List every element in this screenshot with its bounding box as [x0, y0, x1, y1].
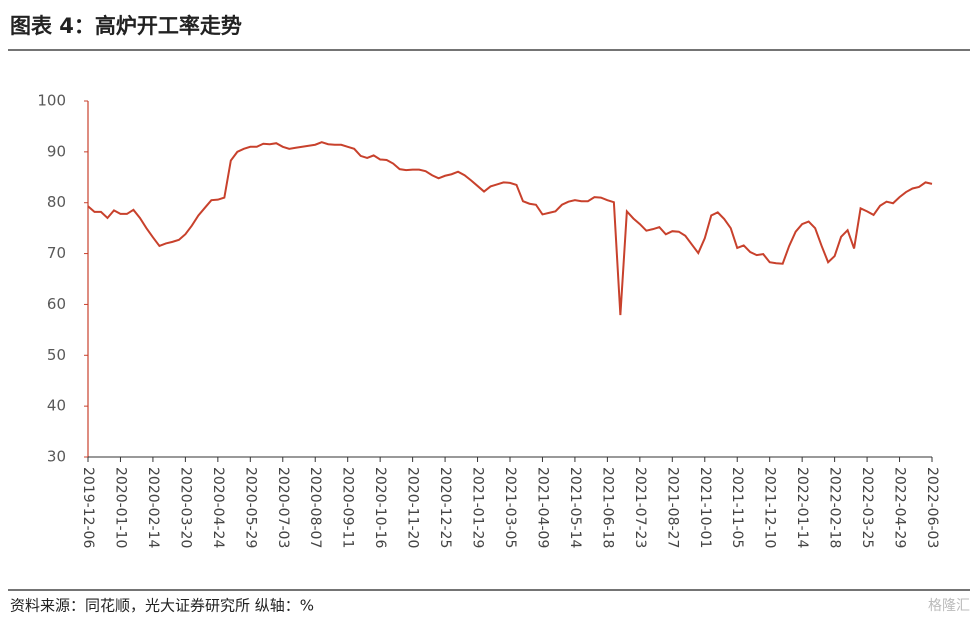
x-tick-label: 2020-02-14	[145, 467, 161, 548]
y-tick-label: 90	[47, 142, 66, 160]
y-tick-label: 60	[47, 295, 66, 313]
x-tick-label: 2020-04-24	[210, 467, 226, 548]
x-tick-label: 2019-12-06	[80, 467, 96, 548]
x-tick-label: 2022-03-25	[859, 467, 875, 548]
x-tick-label: 2020-07-03	[275, 467, 291, 548]
x-tick-label: 2022-02-18	[827, 467, 843, 548]
x-tick-label: 2020-08-07	[307, 467, 323, 548]
x-tick-label: 2020-09-11	[340, 467, 356, 548]
x-tick-label: 2021-10-01	[697, 467, 713, 548]
x-tick-label: 2022-06-03	[924, 467, 940, 548]
x-tick-label: 2021-12-10	[762, 467, 778, 548]
x-tick-label: 2022-01-14	[794, 467, 810, 548]
x-tick-label: 2021-11-05	[729, 467, 745, 548]
x-tick-label: 2021-05-14	[567, 467, 583, 548]
y-tick-label: 100	[37, 92, 66, 110]
x-tick-label: 2020-01-10	[112, 467, 128, 548]
y-tick-label: 70	[47, 244, 66, 262]
x-tick-label: 2021-04-09	[534, 467, 550, 548]
x-tick-label: 2021-03-05	[502, 467, 518, 548]
y-tick-label: 30	[47, 448, 66, 466]
source: 资料来源：同花顺，光大证券研究所 纵轴：%	[10, 597, 314, 615]
y-tick-label: 50	[47, 346, 66, 364]
x-tick-label: 2020-05-29	[242, 467, 258, 548]
x-tick-label: 2022-04-29	[892, 467, 908, 548]
x-tick-label: 2020-10-16	[372, 467, 388, 548]
title: 图表 4：高炉开工率走势	[10, 14, 242, 38]
x-tick-label: 2021-06-18	[599, 467, 615, 548]
watermark: 格隆汇	[928, 598, 970, 614]
x-tick-label: 2021-07-23	[632, 467, 648, 548]
x-tick-label: 2020-12-25	[437, 467, 453, 548]
y-tick-label: 40	[47, 397, 66, 415]
data-line	[87, 141, 933, 316]
y-tick-label: 80	[47, 193, 66, 211]
x-tick-label: 2021-08-27	[664, 467, 680, 548]
x-tick-label: 2020-11-20	[405, 467, 421, 548]
x-tick-label: 2021-01-29	[470, 467, 486, 548]
x-tick-label: 2020-03-20	[177, 467, 193, 548]
